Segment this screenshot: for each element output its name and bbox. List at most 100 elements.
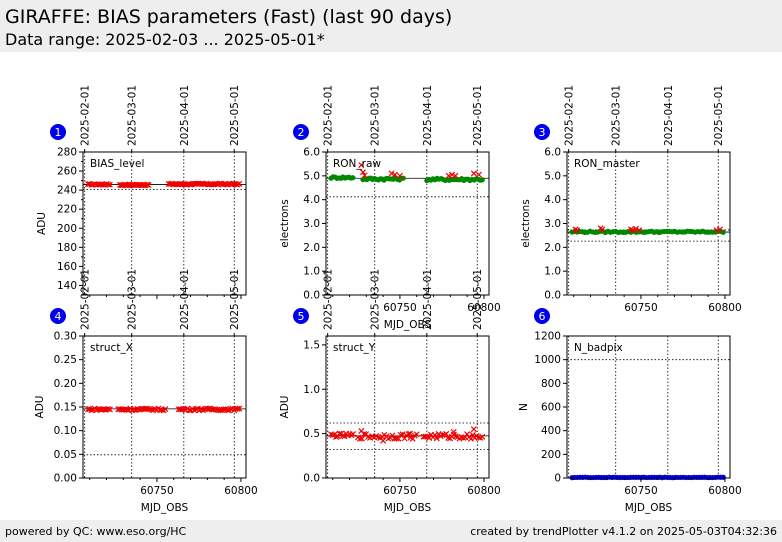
data-point-x [399,431,406,438]
data-point-x [236,180,243,187]
x-tick-label: 60750 [383,485,416,497]
y-tick-label: 200 [57,223,77,235]
top-date-label: 2025-05-01 [713,85,725,146]
footer-created-by: created by trendPlotter v4.1.2 on 2025-0… [470,525,777,538]
y-tick-label: 0.00 [54,473,77,485]
data-point-x [406,430,414,437]
data-point-x [88,407,95,414]
y-axis-label: ADU [36,212,48,235]
data-point-x [422,433,429,440]
x-axis-label: MJD_OBS [141,502,189,514]
y-tick-label: 0.0 [303,290,320,302]
chart-panel-1: 140 160 180 200 220 240 260 280 ADU BIAS_level 202… [36,85,247,299]
data-point-x [222,406,229,413]
data-point-x [632,225,639,232]
parameter-label: RON_raw [333,158,381,170]
data-point-x [388,170,395,177]
parameter-label: struct_X [90,342,133,354]
top-date-label: 2025-02-01 [80,269,92,330]
chart-panel-2: 0.0 1.0 2.0 3.0 4.0 5.0 6.0 60750 60800 MJD_OBS el… [279,85,501,331]
panel-number: 2 [298,126,305,139]
y-axis-label: electrons [279,199,291,247]
data-point [350,175,356,181]
x-tick-label: 60750 [624,302,657,314]
data-point-x [339,432,346,439]
data-point-x [599,226,606,233]
y-tick-label: 200 [541,449,561,461]
data-point-x [449,171,456,178]
top-date-label: 2025-03-01 [127,269,139,330]
plot-frame [325,335,490,479]
data-point-x [380,437,387,444]
y-tick-label: 1200 [534,331,561,343]
plot-frame [566,335,731,479]
top-date-label: 2025-02-01 [323,269,335,330]
data-point-x [224,406,231,413]
data-point-x [629,227,636,234]
y-axis-label: N [518,403,530,411]
panel-number-badge [293,308,309,324]
panel-number-badge [50,124,66,140]
panel-number: 3 [539,126,546,139]
data-point-x [105,405,112,412]
data-point-x [396,172,403,179]
data-point-x [145,181,152,189]
parameter-label: RON_master [574,158,640,170]
x-tick-label: 60750 [140,485,173,497]
y-tick-label: 1.5 [303,339,320,351]
data-range-subtitle: Data range: 2025-02-03 ... 2025-05-01* [5,30,325,49]
data-point-x [193,406,200,413]
y-axis-label: ADU [34,396,46,419]
data-point-x [470,426,477,433]
x-tick-label: 60800 [708,485,741,497]
top-date-label: 2025-04-01 [422,269,434,330]
data-point-x [227,405,234,413]
x-tick-label: 60800 [224,485,257,497]
y-tick-label: 0.0 [303,473,320,485]
data-point-x [716,226,723,233]
top-date-label: 2025-05-01 [472,85,484,146]
top-date-label: 2025-03-01 [370,85,382,146]
data-point-x [359,169,366,176]
data-point-x [358,427,365,434]
y-axis-label: electrons [520,199,532,247]
data-point-x [349,430,356,438]
data-point-x [445,434,452,441]
panel-number: 4 [55,310,62,323]
data-point-x [336,430,343,437]
data-point-x [627,226,634,233]
y-tick-label: 5.0 [544,170,561,182]
top-date-label: 2025-05-01 [472,269,484,330]
y-tick-label: 0.15 [54,402,77,414]
data-point-x [234,181,241,188]
data-point-x [574,227,581,234]
data-point-x [106,181,113,188]
data-point-x [405,431,412,438]
parameter-label: BIAS_level [90,158,144,170]
top-date-label: 2025-02-01 [564,85,576,146]
x-tick-label: 60800 [708,302,741,314]
data-point-x [470,170,477,177]
y-tick-label: 220 [57,204,77,216]
top-date-label: 2025-04-01 [179,85,191,146]
header-bar: GIRAFFE: BIAS parameters (Fast) (last 90… [0,0,782,52]
data-point-x [234,405,241,412]
panel-number-badge [534,124,550,140]
x-tick-label: 60800 [467,302,500,314]
data-point-x [123,406,131,413]
x-tick-label: 60750 [624,485,657,497]
data-point-x [329,432,336,439]
data-point-x [162,406,169,413]
data-point-x [479,433,486,440]
panel-number-badge [534,308,550,324]
chart-panel-3: 0.0 1.0 2.0 3.0 4.0 5.0 6.0 60750 60800 electrons… [520,85,742,314]
y-tick-label: 6.0 [544,147,561,159]
y-tick-label: 0.30 [54,331,77,343]
top-date-label: 2025-04-01 [179,269,191,330]
data-point-x [356,435,363,442]
data-point-x [85,406,92,413]
top-date-label: 2025-05-01 [229,85,241,146]
data-point-x [433,435,440,442]
footer-bar: powered by QC: www.eso.org/HC created by… [0,520,782,542]
